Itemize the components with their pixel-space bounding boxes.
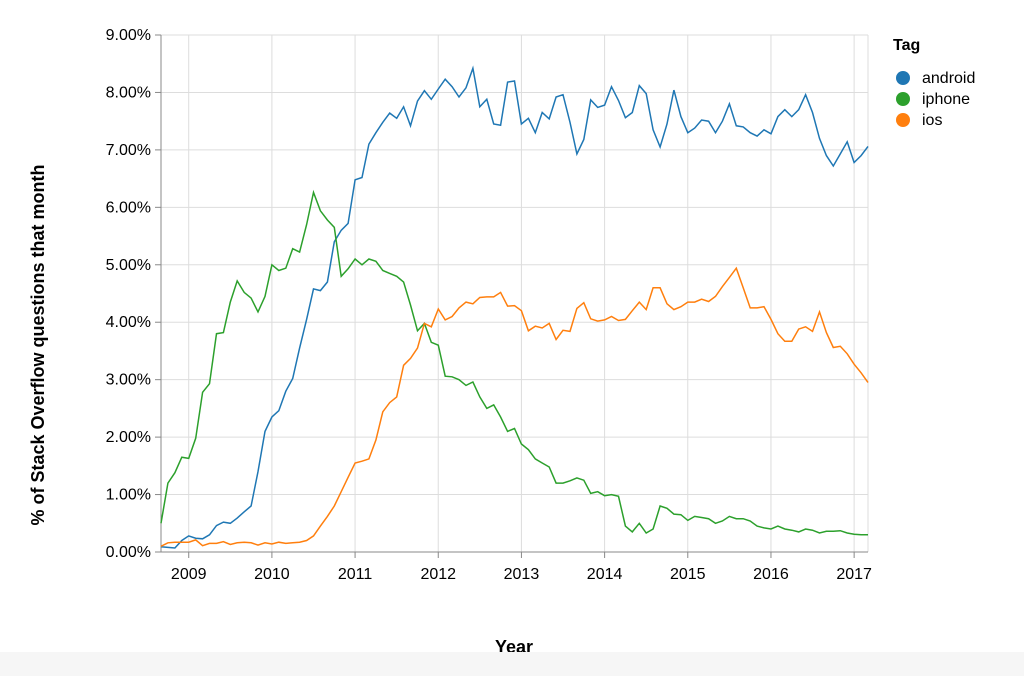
- x-tick-label: 2013: [504, 566, 540, 583]
- y-tick-label: 5.00%: [106, 257, 151, 274]
- x-tick-label: 2015: [670, 566, 706, 583]
- x-tick-label: 2016: [753, 566, 789, 583]
- x-tick-label: 2014: [587, 566, 623, 583]
- y-tick-label: 8.00%: [106, 84, 151, 101]
- y-tick-label: 1.00%: [106, 487, 151, 504]
- x-tick-label: 2011: [338, 566, 373, 583]
- y-tick-label: 9.00%: [106, 27, 151, 44]
- legend-label-ios: ios: [922, 112, 942, 129]
- x-tick-label: 2009: [171, 566, 207, 583]
- axes: [155, 34, 868, 558]
- series-line-android: [160, 65, 869, 549]
- y-tick-label: 0.00%: [106, 544, 151, 561]
- legend-label-iphone: iphone: [922, 91, 970, 108]
- legend: Tag android iphone ios: [893, 37, 975, 129]
- y-tick-label: 6.00%: [106, 199, 151, 216]
- x-tick-label: 2012: [420, 566, 456, 583]
- y-tick-label: 2.00%: [106, 429, 151, 446]
- tick-labels: 0.00% 1.00% 2.00% 3.00% 4.00% 5.00% 6.00% 7.00%…: [106, 27, 872, 583]
- y-tick-label: 3.00%: [106, 372, 151, 389]
- y-axis-title: % of Stack Overflow questions that month: [28, 164, 48, 525]
- x-tick-label: 2010: [254, 566, 290, 583]
- y-tick-label: 4.00%: [106, 314, 151, 331]
- legend-swatch-ios: [896, 113, 910, 127]
- footer-strip: [0, 652, 1024, 676]
- legend-label-android: android: [922, 70, 975, 87]
- series-lines: [160, 65, 869, 549]
- gridlines: [161, 34, 869, 553]
- legend-title: Tag: [893, 37, 920, 54]
- x-tick-label: 2017: [836, 566, 872, 583]
- series-line-iphone: [160, 189, 868, 536]
- legend-swatch-iphone: [896, 92, 910, 106]
- y-tick-label: 7.00%: [106, 142, 151, 159]
- series-line-ios: [160, 266, 869, 547]
- legend-swatch-android: [896, 71, 910, 85]
